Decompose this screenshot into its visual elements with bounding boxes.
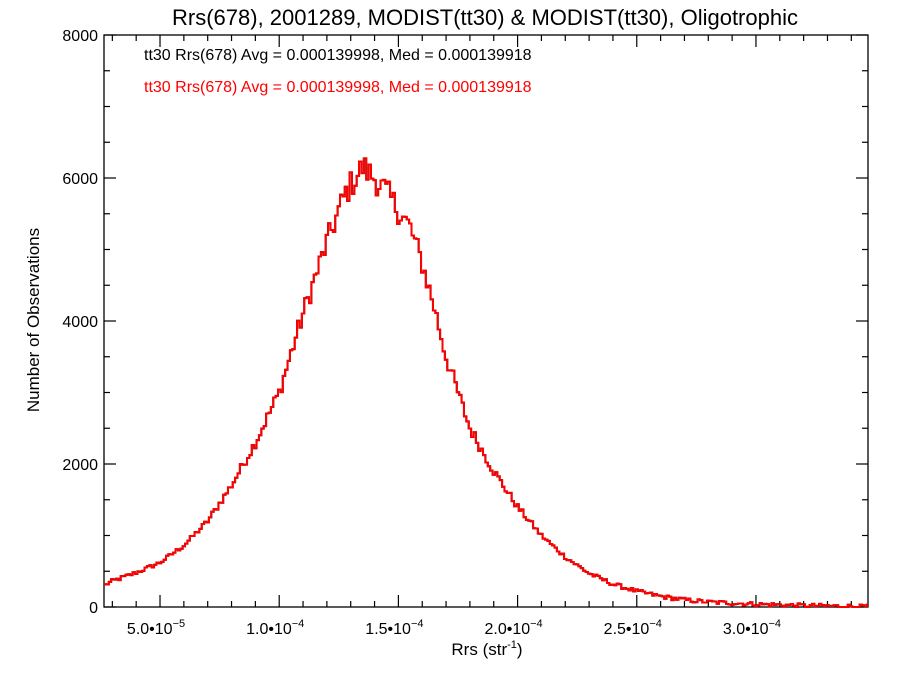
y-tick-label: 0 xyxy=(89,600,98,617)
x-axis-label-main: Rrs (str xyxy=(451,640,507,659)
x-tick-label: 1.0•10−4 xyxy=(246,618,304,638)
x-tick-label: 2.5•10−4 xyxy=(604,618,662,638)
annotation-red: tt30 Rrs(678) Avg = 0.000139998, Med = 0… xyxy=(144,79,532,96)
x-tick-label: 1.5•10−4 xyxy=(365,618,423,638)
y-tick-label: 8000 xyxy=(62,28,98,45)
x-tick-labels: 5.0•10−5 1.0•10−4 1.5•10−4 2.0•10−4 2.5•10−4… xyxy=(127,618,781,638)
x-tick-label: 3.0•10−4 xyxy=(723,618,781,638)
histogram-series-red xyxy=(104,157,868,608)
x-axis-label-sup: -1 xyxy=(507,639,517,651)
x-axis-label-close: ) xyxy=(517,640,523,659)
axis-ticks xyxy=(104,34,868,608)
y-tick-label: 2000 xyxy=(62,457,98,474)
y-tick-label: 6000 xyxy=(62,171,98,188)
histogram-series-black xyxy=(104,157,868,608)
y-tick-label: 4000 xyxy=(62,314,98,331)
plot-frame xyxy=(103,34,869,608)
series-group xyxy=(104,157,868,608)
y-tick-labels: 0 2000 4000 6000 8000 xyxy=(62,28,98,617)
x-tick-label: 2.0•10−4 xyxy=(484,618,542,638)
annotation-black: tt30 Rrs(678) Avg = 0.000139998, Med = 0… xyxy=(144,47,532,64)
x-tick-label: 5.0•10−5 xyxy=(127,618,185,638)
x-axis-label: Rrs (str-1) xyxy=(451,639,522,659)
y-axis-label: Number of Observations xyxy=(24,228,43,412)
chart-title: Rrs(678), 2001289, MODIST(tt30) & MODIST… xyxy=(172,5,798,30)
